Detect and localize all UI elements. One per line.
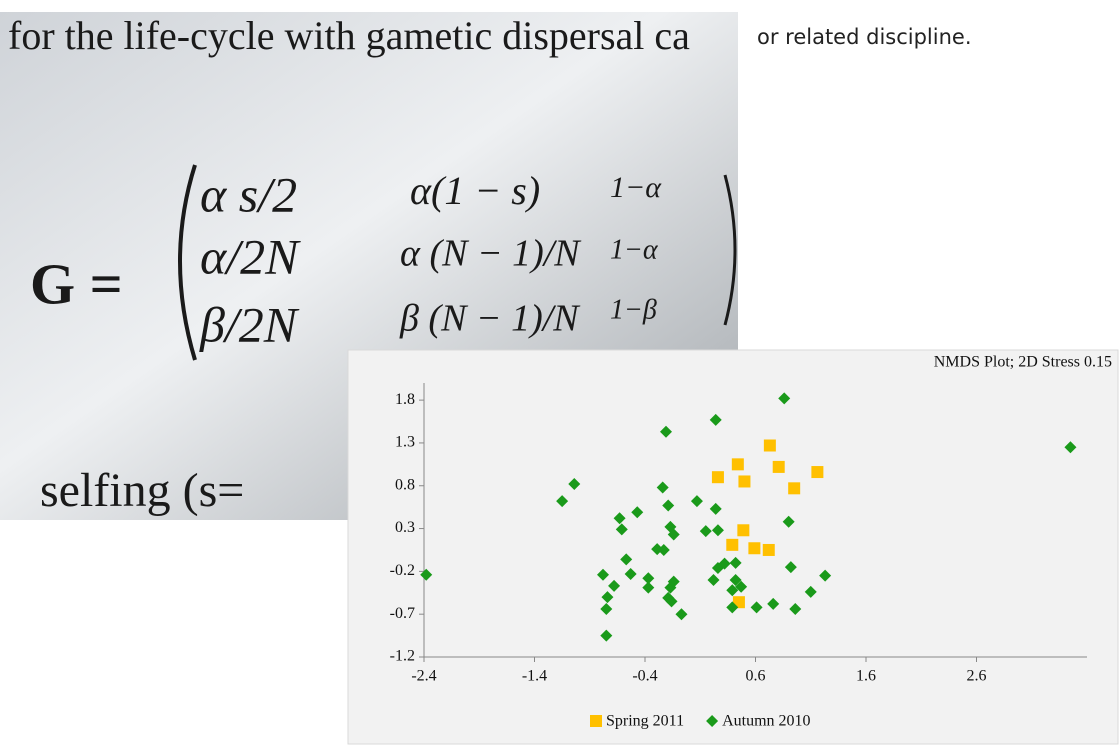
point [718,557,731,570]
point [631,506,644,519]
point [729,556,742,569]
point [711,524,724,537]
point [767,597,780,610]
point [762,543,775,556]
photo-text: β (N − 1)/N [399,298,581,340]
point [667,575,680,588]
matrix-bracket [178,164,197,361]
point [690,495,703,508]
point [707,573,720,586]
point [729,573,742,586]
point [1064,441,1077,454]
legend-label: Autumn 2010 [722,713,810,730]
point [675,608,688,621]
photo: for the life-cycle with gametic dispersa… [0,12,738,520]
point [657,543,670,556]
point [788,482,801,495]
point [662,499,675,512]
y-tick-label: 1.3 [395,434,415,451]
point [642,581,655,594]
legend-label: Spring 2011 [606,713,684,730]
point [819,569,832,582]
point [782,515,795,528]
point [750,601,763,614]
point [620,553,633,566]
point [615,523,628,536]
point [778,392,791,405]
point [763,439,776,452]
x-tick-label: -2.4 [411,668,436,685]
point [726,538,739,551]
point [656,481,669,494]
point [738,475,751,488]
y-tick-label: -1.2 [390,648,415,665]
photo-text: G = [30,251,123,316]
point [784,561,797,574]
legend-marker [590,715,602,727]
point [737,524,750,537]
point [699,525,712,538]
point [667,528,680,541]
point [789,603,802,616]
photo-text: α/2N [200,228,301,284]
point [709,502,722,515]
x-tick-label: 2.6 [967,668,987,685]
point [556,495,569,508]
point [420,568,433,581]
y-tick-label: -0.2 [390,562,415,579]
point [748,542,761,555]
legend-marker [706,715,719,727]
photo-text: 1−α [610,234,659,265]
point [735,580,748,593]
photo-text: α (N − 1)/N [400,233,582,275]
point [659,425,672,438]
photo-text: for the life-cycle with gametic dispersa… [8,13,690,58]
x-tick-label: 1.6 [856,668,876,685]
point [624,567,637,580]
x-tick-label: 0.6 [746,668,766,685]
y-tick-label: 0.3 [395,519,415,536]
point [600,603,613,616]
point [613,512,626,525]
point [568,478,581,491]
photo-text: 1−β [610,294,657,325]
point [804,585,817,598]
y-tick-label: 1.8 [395,391,415,408]
point [597,568,610,581]
photo-text: α s/2 [200,166,297,222]
point [811,466,824,479]
point [731,458,744,471]
y-tick-label: -0.7 [390,605,415,622]
matrix-bracket [723,174,737,326]
photo-text: 1−α [610,171,662,204]
photo-text: α(1 − s) [410,168,540,213]
point [711,471,724,484]
point [709,413,722,426]
point [600,629,613,642]
chart-title: NMDS Plot; 2D Stress 0.15 [934,354,1112,371]
point [772,460,785,473]
point [665,595,678,608]
x-tick-label: -1.4 [522,668,547,685]
y-tick-label: 0.8 [395,476,415,493]
x-tick-label: -0.4 [632,668,657,685]
point [726,601,739,614]
photo-text: β/2N [199,296,300,352]
point [608,579,621,592]
photo-text: selfing (s= [40,464,244,517]
caption: or related discipline. [757,25,972,49]
point [726,584,739,597]
point [642,572,655,585]
point [601,591,614,604]
